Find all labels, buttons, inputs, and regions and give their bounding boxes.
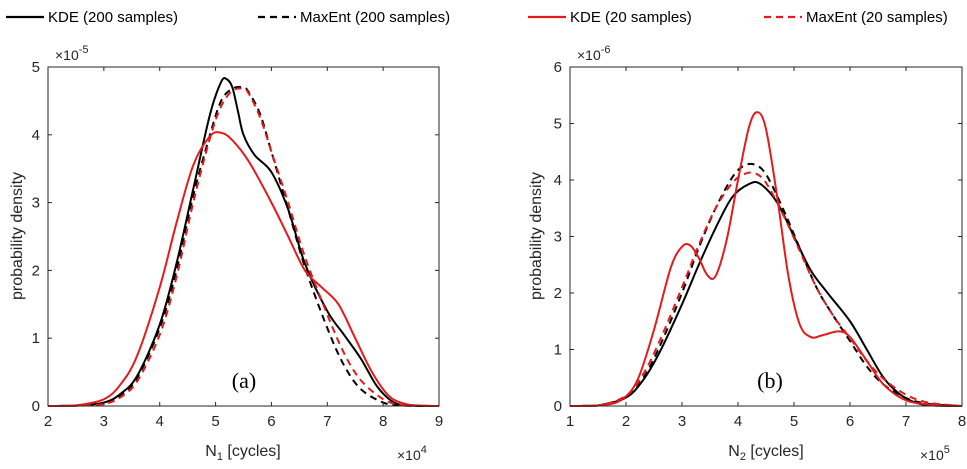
- legend-entry-kde-200: KDE (200 samples): [6, 9, 178, 26]
- panel-a-y-multiplier: ×10-5: [55, 44, 89, 63]
- panel-b-x-tick-label: 1: [566, 413, 574, 430]
- panel-b-y-tick-label: 4: [554, 172, 562, 189]
- panel-a-curves: [47, 77, 440, 407]
- panel-b-curves: [569, 111, 963, 407]
- panel-b-x-tick-label: 6: [846, 413, 854, 430]
- panel-a-frame: [47, 66, 440, 407]
- legend-label-maxent-200: MaxEnt (200 samples): [300, 9, 450, 26]
- panel-a-x-label: N1 [cycles]: [205, 443, 280, 463]
- legend-entry-kde-20: KDE (20 samples): [528, 9, 692, 26]
- panel-b-frame: [569, 66, 963, 407]
- panel-b-x-tick-label: 2: [622, 413, 630, 430]
- legend-label-kde-20: KDE (20 samples): [570, 9, 692, 26]
- panel-b-x-tick-label: 4: [734, 413, 742, 430]
- panel-a-label: (a): [232, 368, 256, 393]
- panel-b-y-multiplier: ×10-6: [577, 44, 611, 63]
- panel-a-x-tick-label: 3: [100, 413, 108, 430]
- panel-b-y-tick-label: 0: [554, 398, 562, 415]
- panel-b-x-tick-label: 5: [790, 413, 798, 430]
- panel-a-y-tick-label: 0: [32, 398, 40, 415]
- legend-label-maxent-20: MaxEnt (20 samples): [806, 9, 948, 26]
- panel-b-x-tick-label: 8: [958, 413, 966, 430]
- panel-a-x-tick-label: 9: [435, 413, 443, 430]
- panel-a-x-tick-label: 8: [379, 413, 387, 430]
- panel-a-y-tick-label: 4: [32, 127, 40, 144]
- panel-a-line-maxent-20: [47, 87, 440, 407]
- panel-a-x-tick-label: 4: [156, 413, 164, 430]
- panel-b-y-tick-label: 5: [554, 116, 562, 133]
- panel-a-y-tick-label: 1: [32, 330, 40, 347]
- panel-a-x-tick-label: 5: [211, 413, 219, 430]
- panel-b-line-maxent-20: [569, 171, 963, 407]
- panel-a-line-maxent-200: [47, 85, 439, 407]
- panel-a-x-tick-label: 2: [44, 413, 52, 430]
- panel-b-y-label: probability density: [528, 172, 545, 300]
- panel-a-line-kde-20: [47, 131, 440, 407]
- panel-b-x-label: N2 [cycles]: [728, 443, 803, 463]
- panel-a-x-multiplier: ×104: [397, 444, 427, 463]
- panel-b-y-tick-label: 6: [554, 59, 562, 76]
- legend-entry-maxent-20: MaxEnt (20 samples): [764, 9, 948, 26]
- panel-b-line-kde-200: [569, 180, 963, 407]
- panel-b-line-kde-20: [569, 111, 963, 407]
- legend: KDE (200 samples) MaxEnt (200 samples) K…: [6, 9, 948, 26]
- panel-b-line-maxent-200: [569, 162, 963, 407]
- legend-label-kde-200: KDE (200 samples): [48, 9, 178, 26]
- panel-a-ticks: 2 3 4 5 6 7 8 9 0 1 2 3 4 5: [32, 59, 444, 430]
- panel-b-y-tick-label: 2: [554, 285, 562, 302]
- panel-a-y-tick-label: 5: [32, 59, 40, 76]
- panel-b-x-multiplier: ×105: [920, 444, 950, 463]
- panel-a-y-label: probability density: [9, 172, 26, 300]
- legend-entry-maxent-200: MaxEnt (200 samples): [258, 9, 450, 26]
- panel-a-x-tick-label: 7: [323, 413, 331, 430]
- panel-a: 2 3 4 5 6 7 8 9 0 1 2 3 4 5 ×10-5 ×104 N1 [cycles] pr…: [9, 44, 443, 463]
- panel-a-y-tick-label: 3: [32, 195, 40, 212]
- panel-a-x-tick-label: 6: [267, 413, 275, 430]
- panel-a-y-tick-label: 2: [32, 262, 40, 279]
- panel-b-label: (b): [757, 368, 783, 393]
- panel-b-y-tick-label: 3: [554, 229, 562, 246]
- panel-a-line-kde-200: [47, 77, 440, 407]
- panel-b-x-tick-label: 7: [902, 413, 910, 430]
- panel-b-y-tick-label: 1: [554, 342, 562, 359]
- panel-b-x-tick-label: 3: [678, 413, 686, 430]
